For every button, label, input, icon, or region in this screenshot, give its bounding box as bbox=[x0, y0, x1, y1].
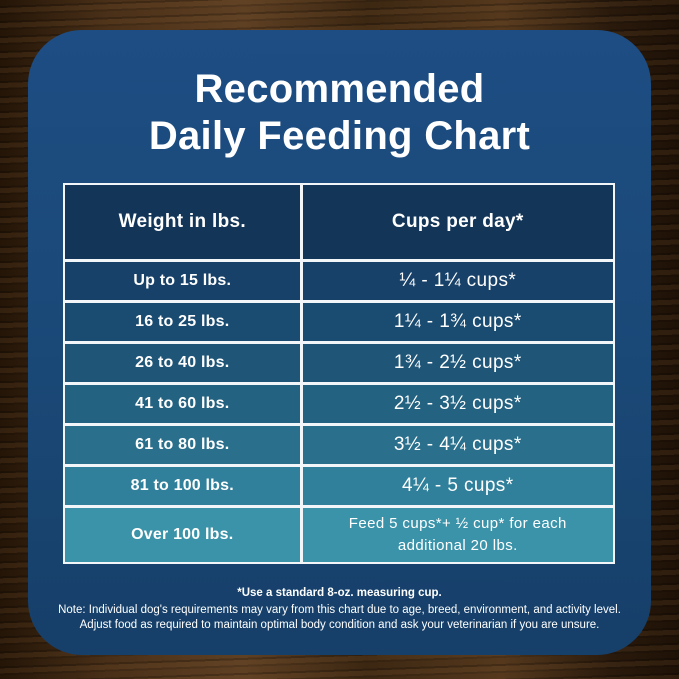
feeding-row-5-cups-cell: 3½ - 4¼ cups* bbox=[302, 426, 613, 464]
disclaimer-line-1: Note: Individual dog's requirements may … bbox=[58, 604, 621, 616]
feeding-row-1-weight-cell: Up to 15 lbs. bbox=[65, 262, 300, 300]
column-header-cups: Cups per day* bbox=[302, 185, 613, 259]
feeding-row-5-weight-cell: 61 to 80 lbs. bbox=[65, 426, 300, 464]
feeding-table: Weight in lbs. Cups per day* Up to 15 lb… bbox=[63, 183, 615, 564]
feeding-row-6-cups-cell: 4¼ - 5 cups* bbox=[302, 467, 613, 505]
feeding-row-7-weight-cell: Over 100 lbs. bbox=[65, 508, 300, 562]
feeding-row-6-weight-cell: 81 to 100 lbs. bbox=[65, 467, 300, 505]
title-line-2: Daily Feeding Chart bbox=[148, 113, 531, 158]
feeding-row-2-cups-cell: 1¼ - 1¾ cups* bbox=[302, 303, 613, 341]
feeding-row-2-weight-cell: 16 to 25 lbs. bbox=[65, 303, 300, 341]
feeding-chart-card: Recommended Daily Feeding Chart Weight i… bbox=[28, 30, 651, 655]
feeding-row-1-cups-cell: ¼ - 1¼ cups* bbox=[302, 262, 613, 300]
feeding-row-3-weight-cell: 26 to 40 lbs. bbox=[65, 344, 300, 382]
title-line-1: Recommended bbox=[194, 67, 485, 111]
feeding-row-3-cups-cell: 1¾ - 2½ cups* bbox=[302, 344, 613, 382]
page-title: Recommended Daily Feeding Chart bbox=[28, 66, 651, 160]
column-header-weight: Weight in lbs. bbox=[65, 185, 300, 259]
feeding-row-7-cups-cell: Feed 5 cups*+ ½ cup* for each additional… bbox=[302, 508, 613, 562]
feeding-row-4-weight-cell: 41 to 60 lbs. bbox=[65, 385, 300, 423]
feeding-row-4-cups-cell: 2½ - 3½ cups* bbox=[302, 385, 613, 423]
measuring-cup-footnote: *Use a standard 8-oz. measuring cup. bbox=[237, 587, 442, 599]
disclaimer-note: Note: Individual dog's requirements may … bbox=[44, 603, 635, 633]
disclaimer-line-2: Adjust food as required to maintain opti… bbox=[79, 619, 600, 632]
